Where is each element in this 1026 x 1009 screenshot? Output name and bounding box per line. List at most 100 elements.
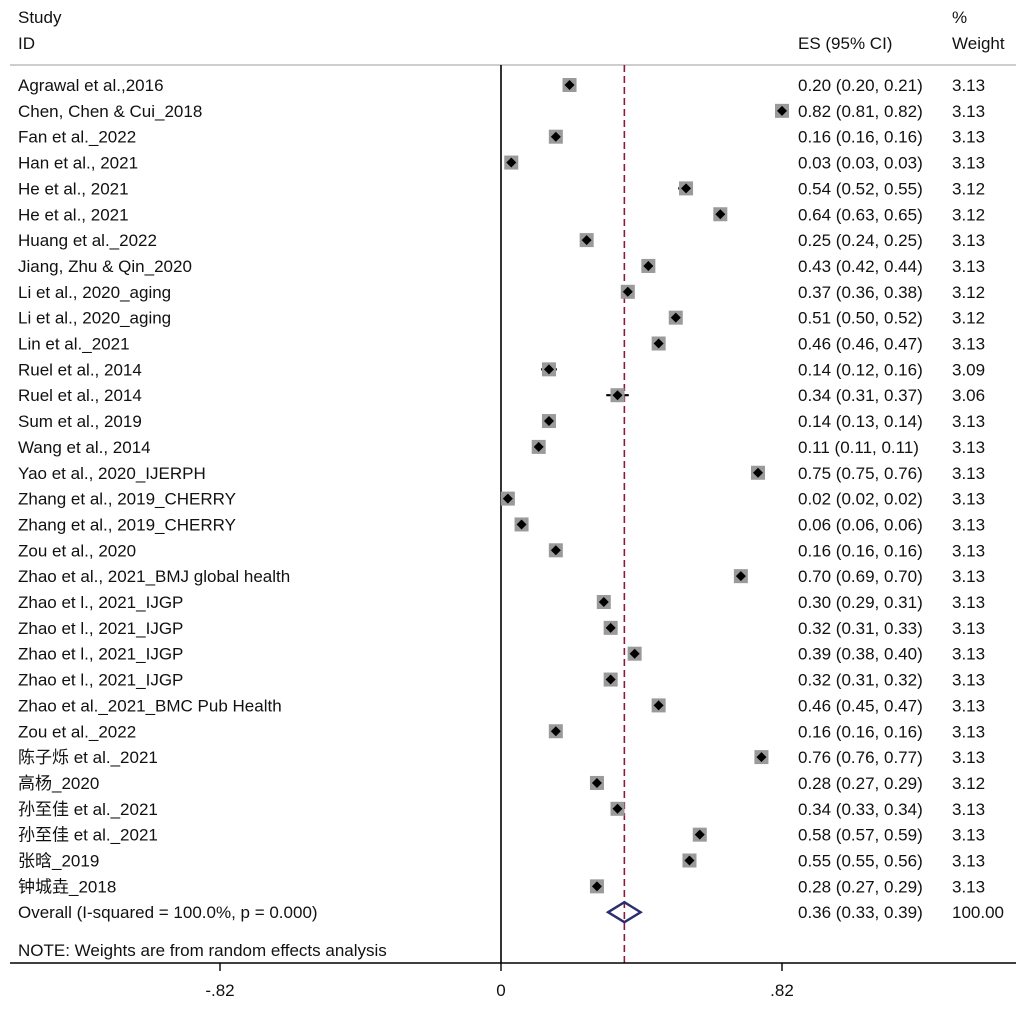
study-point [735,571,746,582]
study-weight: 3.13 [952,826,985,845]
study-es-ci: 0.39 (0.38, 0.40) [798,645,923,664]
study-label: Jiang, Zhu & Qin_2020 [18,257,192,276]
study-label: 孙至佳 et al._2021 [18,800,158,819]
study-es-ci: 0.25 (0.24, 0.25) [798,231,923,250]
study-point [753,467,764,478]
study-label: Wang et al., 2014 [18,438,151,457]
study-weight: 3.13 [952,593,985,612]
study-label: 高杨_2020 [18,774,99,793]
x-axis: -.82 0 .82 [10,962,1016,1000]
study-weight: 3.13 [952,412,985,431]
study-point [591,881,602,892]
header-percent: % [952,8,967,27]
study-es-ci: 0.46 (0.45, 0.47) [798,696,923,715]
study-weight: 3.13 [952,515,985,534]
study-es-ci: 0.54 (0.52, 0.55) [798,179,923,198]
study-es-ci: 0.46 (0.46, 0.47) [798,335,923,354]
study-point [581,235,592,246]
study-es-ci: 0.28 (0.27, 0.29) [798,774,923,793]
study-weight: 3.13 [952,438,985,457]
study-weight: 3.13 [952,154,985,173]
study-es-ci: 0.75 (0.75, 0.76) [798,464,923,483]
header-id: ID [18,34,35,53]
study-label: Agrawal et al.,2016 [18,76,164,95]
study-point [612,390,623,401]
study-weight: 3.13 [952,800,985,819]
study-es-ci: 0.32 (0.31, 0.32) [798,671,923,690]
study-label: Zou et al._2022 [18,722,136,741]
study-es-ci: 0.70 (0.69, 0.70) [798,567,923,586]
study-es-ci: 0.02 (0.02, 0.02) [798,490,923,509]
study-label: Zhang et al., 2019_CHERRY [18,490,236,509]
study-label: Zhao et l., 2021_IJGP [18,645,183,664]
x-tick-label: -.82 [205,981,234,1000]
study-weight: 3.13 [952,335,985,354]
study-es-ci: 0.03 (0.03, 0.03) [798,154,923,173]
study-label: Zhang et al., 2019_CHERRY [18,515,236,534]
study-point [756,752,767,763]
study-weight: 3.13 [952,76,985,95]
study-es-ci: 0.34 (0.31, 0.37) [798,386,923,405]
study-label: Huang et al._2022 [18,231,157,250]
study-point [502,493,513,504]
study-label: Zhao et l., 2021_IJGP [18,593,183,612]
study-label: Zhao et al._2021_BMC Pub Health [18,696,282,715]
study-es-ci: 0.30 (0.29, 0.31) [798,593,923,612]
study-label: Ruel et al., 2014 [18,386,142,405]
study-point [670,312,681,323]
study-weight: 3.13 [952,852,985,871]
study-label: 陈子烁 et al._2021 [18,748,158,767]
study-label: Sum et al., 2019 [18,412,142,431]
study-weight: 3.13 [952,102,985,121]
study-es-ci: 0.76 (0.76, 0.77) [798,748,923,767]
study-point [653,338,664,349]
study-weight: 3.13 [952,128,985,147]
study-label: Li et al., 2020_aging [18,309,171,328]
study-weight: 3.12 [952,309,985,328]
header-study: Study [18,8,62,27]
study-point [543,416,554,427]
study-es-ci: 0.34 (0.33, 0.34) [798,800,923,819]
study-point [694,829,705,840]
plot-footer: NOTE: Weights are from random effects an… [18,941,387,960]
study-label: Zhao et l., 2021_IJGP [18,619,183,638]
study-point [715,209,726,220]
study-point [543,364,554,375]
study-es-ci: 0.16 (0.16, 0.16) [798,722,923,741]
study-point [681,183,692,194]
study-label: 张晗_2019 [18,852,99,871]
study-es-ci: 0.64 (0.63, 0.65) [798,205,923,224]
study-label: Li et al., 2020_aging [18,283,171,302]
study-weight: 3.13 [952,567,985,586]
study-label: Zou et al., 2020 [18,541,136,560]
study-point [777,105,787,116]
study-weight: 3.09 [952,360,985,379]
study-weight: 3.13 [952,541,985,560]
study-weight: 3.13 [952,671,985,690]
study-point [612,803,623,814]
study-point [564,80,575,90]
study-weight: 3.13 [952,464,985,483]
study-es-ci: 0.16 (0.16, 0.16) [798,128,923,147]
study-weight: 3.12 [952,774,985,793]
overall-label: Overall (I-squared = 100.0%, p = 0.000) [18,903,318,922]
study-point [653,700,664,711]
study-point [506,157,517,168]
study-weight: 3.13 [952,490,985,509]
study-es-ci: 0.06 (0.06, 0.06) [798,515,923,534]
study-label: Fan et al._2022 [18,128,136,147]
x-tick-label: .82 [770,981,794,1000]
study-point [629,648,640,659]
study-label: He et al., 2021 [18,205,129,224]
study-es-ci: 0.20 (0.20, 0.21) [798,76,923,95]
study-es-ci: 0.28 (0.27, 0.29) [798,877,923,896]
study-weight: 3.13 [952,696,985,715]
study-point [533,441,544,452]
study-es-ci: 0.55 (0.55, 0.56) [798,852,923,871]
study-point [605,674,616,685]
study-es-ci: 0.43 (0.42, 0.44) [798,257,923,276]
study-es-ci: 0.82 (0.81, 0.82) [798,102,923,121]
x-tick-label: 0 [496,981,505,1000]
study-point [550,545,561,556]
study-label: Ruel et al., 2014 [18,360,142,379]
